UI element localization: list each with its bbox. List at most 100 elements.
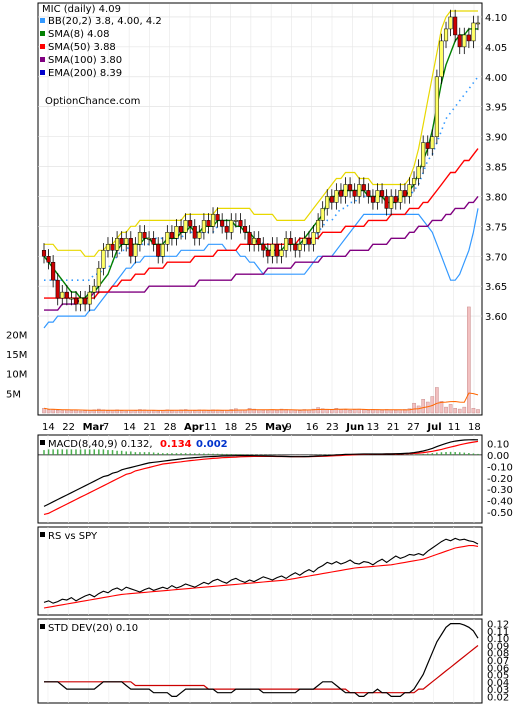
candle-body (183, 220, 188, 233)
std-y-tick: 0.08 (487, 649, 509, 660)
legend-swatch (40, 18, 45, 23)
std-y-tick: 0.12 (487, 620, 509, 631)
volume-bar (252, 408, 256, 414)
volume-bar (316, 407, 320, 414)
candle-body (247, 232, 252, 245)
volume-bar (78, 410, 83, 414)
x-tick-label: 11 (448, 422, 461, 433)
candle-body (439, 40, 444, 78)
candle-body (279, 250, 284, 257)
volume-bar (444, 406, 448, 414)
std-line (44, 622, 479, 698)
volume-average-line (43, 392, 479, 411)
volume-bar (183, 409, 188, 414)
candle-body (370, 196, 375, 203)
volume-bar (375, 409, 380, 414)
volume-bar (471, 408, 476, 414)
volume-bar (51, 409, 55, 414)
volume-bar (407, 408, 412, 414)
candle-body (206, 220, 211, 227)
candle-body (352, 190, 357, 197)
candle-body (407, 184, 412, 197)
volume-bar (298, 410, 302, 414)
candle-body (142, 232, 147, 239)
price-y-tick: 3.60 (485, 312, 507, 323)
volume-bar (462, 406, 467, 414)
std-y-tick: 0.09 (487, 641, 509, 652)
volume-bar (247, 408, 252, 414)
macd-value-red: 0.134 (160, 439, 192, 450)
candle-body (110, 244, 115, 251)
candle-body (320, 208, 325, 221)
price-y-tick: 3.95 (485, 103, 507, 114)
macd-panel-frame (37, 434, 483, 524)
volume-y-tick: 20M (6, 330, 27, 341)
x-tick-label: 9 (285, 422, 291, 433)
candle-body (334, 190, 339, 203)
candle-body (215, 214, 220, 221)
x-tick-label: 18 (225, 422, 238, 433)
candle-body (233, 220, 238, 222)
x-tick-label: 11 (204, 422, 217, 433)
rs-average-line (43, 545, 479, 609)
x-tick-label: 7 (103, 422, 109, 433)
price-y-tick: 4.00 (485, 73, 507, 84)
candle-body (421, 142, 426, 167)
volume-bar (348, 410, 352, 414)
std-legend-swatch (40, 624, 45, 629)
std-y-tick: 0.03 (487, 685, 509, 696)
volume-bar (151, 410, 156, 414)
price-panel-frame (37, 2, 483, 416)
macd-y-tick: -0.50 (487, 508, 513, 519)
x-tick-label: 18 (468, 422, 481, 433)
volume-bar (69, 410, 74, 414)
rs-label: RS vs SPY (48, 531, 98, 542)
candle-body (174, 226, 179, 239)
std-y-tick: 0.05 (487, 671, 509, 682)
volume-bar (133, 410, 138, 414)
legend-swatch (40, 57, 45, 62)
x-tick-label: Apr (184, 422, 204, 433)
candle-body (398, 190, 403, 203)
x-tick-label: 14 (42, 422, 55, 433)
x-tick-label: May (265, 422, 288, 433)
candle-body (64, 291, 69, 299)
volume-bar (389, 409, 394, 414)
candle-body (384, 196, 389, 209)
candle-body (73, 297, 79, 305)
candle-body (471, 22, 476, 42)
volume-bar (138, 409, 142, 414)
candle-body (306, 238, 312, 245)
candle-body (329, 196, 334, 203)
candle-body (256, 238, 261, 245)
volume-bar (361, 409, 366, 414)
candle-body (151, 238, 156, 245)
rs-title: RS vs SPY (40, 531, 98, 542)
volume-bar (421, 399, 425, 414)
volume-bar (416, 405, 421, 414)
x-tick-label: Mar (83, 422, 105, 433)
x-tick-label: 23 (326, 422, 339, 433)
candle-body (133, 244, 138, 257)
price-y-tick: 4.10 (485, 13, 507, 24)
candle-body (224, 226, 229, 233)
volume-y-tick: 5M (6, 389, 21, 400)
candle-body (448, 16, 453, 30)
candle-body (402, 190, 407, 197)
indicator-lines (38, 10, 482, 698)
volume-bar (42, 408, 46, 414)
candle-body (119, 238, 124, 245)
volume-bar (156, 410, 161, 414)
candle-body (380, 190, 385, 197)
volume-bar (320, 408, 325, 414)
volume-bar (448, 404, 453, 414)
x-tick-label: 25 (245, 422, 258, 433)
volume-bar (83, 410, 87, 414)
legend: MIC (daily) 4.09 BB(20,2) 3.8, 4.00, 4.2… (40, 4, 162, 79)
candle-body (288, 238, 293, 245)
price-y-tick: 3.90 (485, 133, 507, 144)
macd-y-tick: -0.30 (487, 485, 513, 496)
candle-body (192, 226, 197, 239)
x-tick-label: 21 (387, 422, 400, 433)
legend-label: SMA(50) 3.88 (48, 42, 116, 53)
